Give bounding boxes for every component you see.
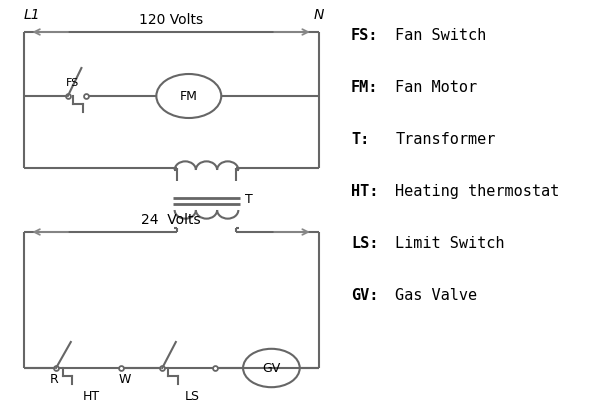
Text: Fan Motor: Fan Motor (395, 80, 477, 95)
Text: Transformer: Transformer (395, 132, 496, 147)
Text: L1: L1 (24, 8, 40, 22)
Text: Heating thermostat: Heating thermostat (395, 184, 559, 199)
Text: FM: FM (180, 90, 198, 102)
Text: 120 Volts: 120 Volts (139, 13, 203, 27)
Text: LS: LS (184, 390, 199, 400)
Text: GV: GV (263, 362, 280, 374)
Text: W: W (119, 373, 131, 386)
Text: R: R (50, 373, 58, 386)
Text: T: T (245, 192, 253, 206)
Text: Gas Valve: Gas Valve (395, 288, 477, 303)
Text: FS: FS (66, 78, 79, 88)
Text: T:: T: (351, 132, 369, 147)
Text: Limit Switch: Limit Switch (395, 236, 505, 251)
Text: 24  Volts: 24 Volts (141, 213, 201, 227)
Text: GV:: GV: (351, 288, 378, 303)
Text: LS:: LS: (351, 236, 378, 251)
Text: FS:: FS: (351, 28, 378, 43)
Text: HT: HT (83, 390, 100, 400)
Text: N: N (313, 8, 324, 22)
Text: FM:: FM: (351, 80, 378, 95)
Text: Fan Switch: Fan Switch (395, 28, 487, 43)
Text: HT:: HT: (351, 184, 378, 199)
